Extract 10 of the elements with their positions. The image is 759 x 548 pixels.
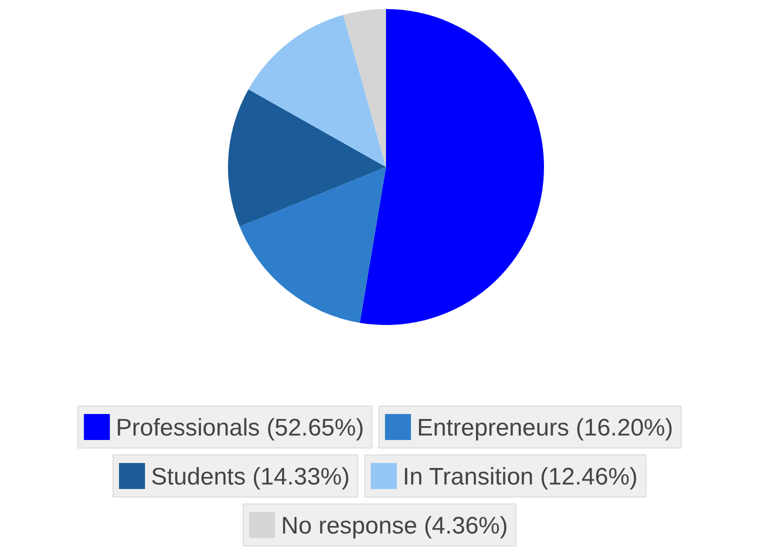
pie-slice bbox=[228, 89, 386, 227]
pie-slice bbox=[240, 167, 386, 323]
legend-label: Students (14.33%) bbox=[151, 463, 350, 490]
pie-slice bbox=[343, 9, 386, 167]
legend-label: Professionals (52.65%) bbox=[116, 414, 364, 442]
legend-label: In Transition (12.46%) bbox=[402, 463, 638, 490]
legend-label: Entrepreneurs (16.20%) bbox=[416, 414, 674, 442]
legend-label: No response (4.36%) bbox=[281, 512, 508, 540]
pie-slice bbox=[360, 9, 544, 325]
pie-slice bbox=[248, 14, 386, 167]
